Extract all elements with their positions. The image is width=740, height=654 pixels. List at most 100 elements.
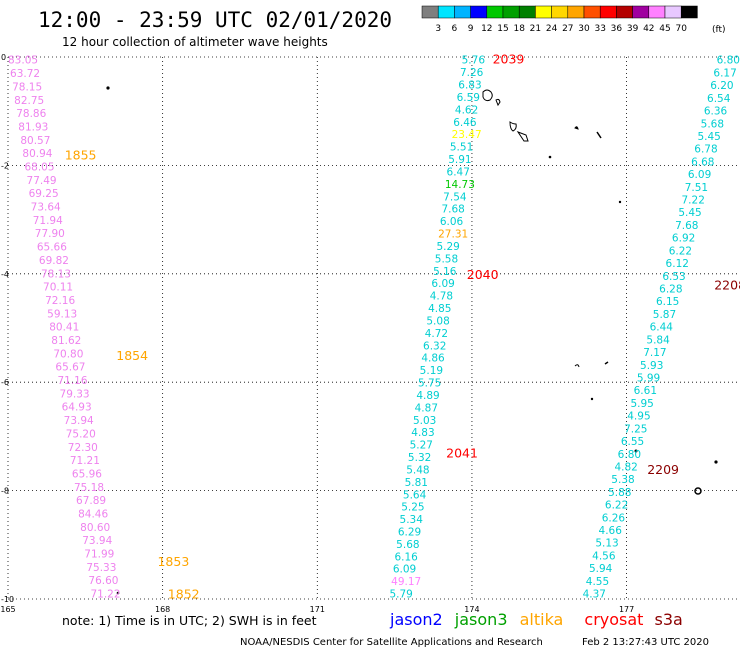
wave-height-value: 69.25 xyxy=(29,188,59,200)
wave-height-value: 83.05 xyxy=(8,55,38,67)
wave-height-value: 5.93 xyxy=(640,360,663,372)
wave-height-value: 6.80 xyxy=(717,55,740,67)
scale-label: 27 xyxy=(562,24,573,34)
wave-height-value: 6.53 xyxy=(662,271,685,283)
wave-height-value: 6.61 xyxy=(634,385,657,397)
island-shape xyxy=(482,89,493,102)
island-shape xyxy=(574,126,579,130)
wave-height-value: 6.12 xyxy=(666,258,689,270)
wave-height-value: 6.80 xyxy=(618,449,641,461)
wave-height-value: 14.73 xyxy=(445,179,475,191)
wave-height-value: 5.75 xyxy=(418,378,441,390)
wave-height-value: 5.34 xyxy=(400,514,424,526)
scale-label: 24 xyxy=(546,24,558,34)
wave-height-value: 7.26 xyxy=(460,67,484,79)
scale-swatch xyxy=(599,5,617,19)
scale-label: 39 xyxy=(627,24,639,34)
wave-height-value: 5.76 xyxy=(462,55,486,67)
scale-swatch xyxy=(421,5,439,19)
lat-tick-label: -10 xyxy=(1,595,14,604)
scale-swatch xyxy=(437,5,455,19)
wave-height-value: 4.72 xyxy=(425,328,448,340)
wave-height-value: 65.96 xyxy=(72,468,102,480)
wave-height-value: 6.29 xyxy=(398,527,421,539)
wave-height-value: 7.68 xyxy=(675,220,698,232)
wave-height-value: 65.66 xyxy=(37,242,67,254)
wave-height-value: 7.51 xyxy=(685,182,708,194)
scale-label: 42 xyxy=(643,24,654,34)
footer-credit: NOAA/NESDIS Center for Satellite Applica… xyxy=(240,637,543,648)
wave-height-value: 4.82 xyxy=(614,461,637,473)
scale-swatch xyxy=(470,5,488,19)
wave-height-value: 4.37 xyxy=(583,589,606,601)
scale-swatch xyxy=(518,5,536,19)
wave-height-value: 71.16 xyxy=(57,375,87,387)
wave-height-value: 6.09 xyxy=(393,564,416,576)
wave-height-value: 67.89 xyxy=(76,495,106,507)
wave-height-value: 5.68 xyxy=(701,118,724,130)
wave-height-value: 6.16 xyxy=(394,551,418,563)
wave-height-value: 6.06 xyxy=(440,216,464,228)
wave-height-value: 80.41 xyxy=(49,322,79,334)
pass-time-label: 2041 xyxy=(446,446,478,461)
wave-height-value: 72.30 xyxy=(68,442,98,454)
pass-time-label: 2208 xyxy=(714,278,740,293)
wave-height-value: 4.56 xyxy=(592,550,616,562)
island-shape xyxy=(495,98,501,107)
scale-swatch xyxy=(583,5,601,19)
wave-height-value: 4.62 xyxy=(455,104,478,116)
wave-height-value: 6.83 xyxy=(458,80,481,92)
island-shape xyxy=(116,591,120,595)
wave-height-value: 6.32 xyxy=(423,340,446,352)
wave-height-value: 4.85 xyxy=(428,303,451,315)
wave-height-value: 5.95 xyxy=(630,398,653,410)
scale-label: 33 xyxy=(594,24,605,34)
wave-height-value: 6.09 xyxy=(431,278,454,290)
scale-label: 30 xyxy=(578,24,590,34)
wave-height-value: 78.86 xyxy=(16,108,46,120)
lon-tick-label: 165 xyxy=(0,605,15,614)
scale-label: 45 xyxy=(659,24,670,34)
scale-swatch xyxy=(664,5,682,19)
map-subtitle: 12 hour collection of altimeter wave hei… xyxy=(62,35,328,49)
pass-time-label: 2039 xyxy=(493,52,525,67)
scale-swatch xyxy=(551,5,569,19)
scale-label: 15 xyxy=(497,24,508,34)
wave-height-value: 6.92 xyxy=(672,233,695,245)
pass-time-label: 1852 xyxy=(168,587,200,602)
scale-swatch xyxy=(454,5,471,19)
wave-height-value: 4.83 xyxy=(411,427,434,439)
wave-height-value: 78.15 xyxy=(12,81,42,93)
scale-label: 6 xyxy=(452,24,458,34)
wave-height-value: 5.03 xyxy=(413,415,436,427)
scale-swatch xyxy=(535,5,552,19)
legend-entry-jason2: jason2 xyxy=(389,610,443,629)
lon-tick-label: 171 xyxy=(310,605,325,614)
lat-tick-label: 0 xyxy=(1,53,6,62)
scale-label: 70 xyxy=(675,24,687,34)
island-shape xyxy=(590,397,594,401)
scale-label: 9 xyxy=(468,24,474,34)
island-shape xyxy=(548,155,552,159)
wave-height-value: 49.17 xyxy=(391,576,421,588)
lat-tick-label: -6 xyxy=(1,378,9,387)
wave-height-value: 63.72 xyxy=(10,68,40,80)
wave-height-value: 84.46 xyxy=(78,508,108,520)
wave-height-value: 6.20 xyxy=(710,80,733,92)
wave-height-value: 6.28 xyxy=(659,284,682,296)
lon-tick-label: 168 xyxy=(155,605,170,614)
pass-time-label: 1855 xyxy=(65,148,97,163)
wave-height-value: 5.64 xyxy=(403,489,427,501)
wave-height-value: 5.88 xyxy=(608,487,631,499)
wave-height-value: 6.09 xyxy=(688,169,711,181)
scale-swatch xyxy=(567,5,585,19)
wave-height-value: 71.99 xyxy=(84,549,114,561)
scale-label: 12 xyxy=(481,24,492,34)
lon-tick-label: 177 xyxy=(619,605,634,614)
pass-time-label: 1853 xyxy=(157,554,189,569)
wave-height-value: 79.33 xyxy=(60,388,90,400)
wave-height-value: 5.68 xyxy=(396,539,419,551)
